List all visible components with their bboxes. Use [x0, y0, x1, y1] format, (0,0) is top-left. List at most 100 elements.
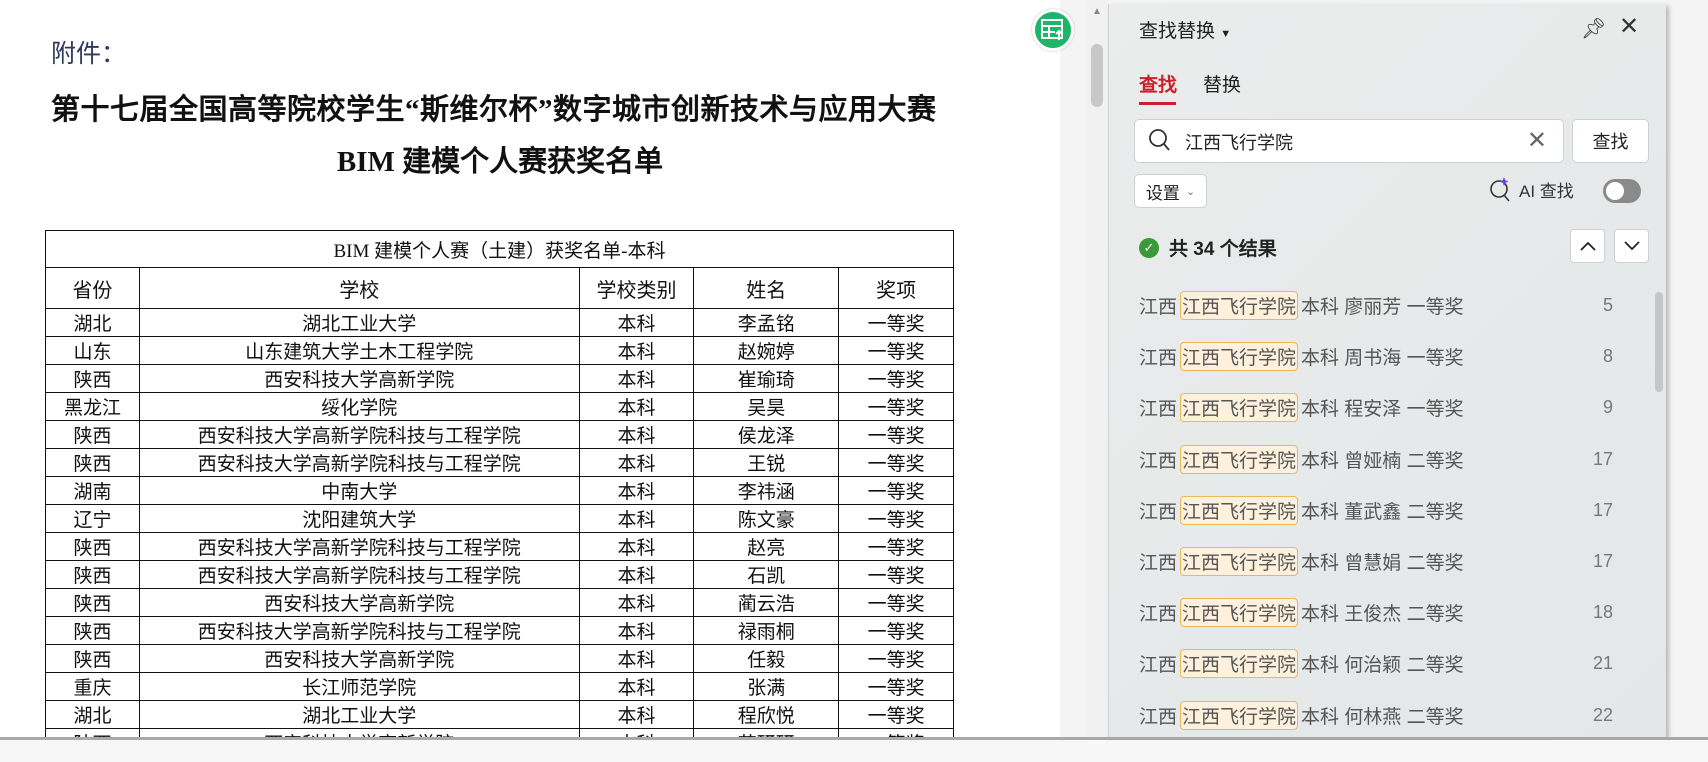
result-prefix: 江西 [1139, 348, 1178, 370]
table-cell: 绥化学院 [138, 392, 580, 421]
tab-replace[interactable]: 替换 [1203, 75, 1242, 96]
table-cell: 一等奖 [838, 448, 954, 477]
table-cell: 西安科技大学高新学院 [138, 588, 580, 617]
table-row: 辽宁 沈阳建筑大学 本科 陈文豪 一等奖 [45, 504, 954, 533]
table-cell: 本科 [578, 700, 695, 729]
clear-search-icon[interactable]: ✕ [1526, 127, 1547, 154]
result-item[interactable]: 江西 江西飞行学院 本科 曾慧娟 二等奖 17 [1109, 536, 1649, 587]
table-row: 黑龙江 绥化学院 本科 吴昊 一等奖 [45, 392, 954, 421]
next-result-button[interactable] [1614, 229, 1649, 263]
scrollbar-thumb[interactable] [1091, 44, 1103, 107]
table-cell: 李孟铭 [693, 308, 840, 337]
table-cell: 一等奖 [838, 728, 954, 737]
table-cell: 本科 [578, 532, 695, 561]
document-scrollbar[interactable]: ▲ [1086, 0, 1108, 737]
table-cell: 长江师范学院 [138, 672, 580, 701]
results-scrollbar-thumb[interactable] [1655, 292, 1663, 392]
table-upload-icon [1041, 19, 1063, 40]
table-cell: 本科 [578, 392, 695, 421]
result-item[interactable]: 江西 江西飞行学院 本科 程安泽 一等奖 9 [1109, 382, 1649, 433]
document-title: 第十七届全国高等院校学生“斯维尔杯”数字城市创新技术与应用大赛 [51, 94, 937, 126]
table-cell: 陕西 [45, 644, 140, 673]
table-cell: 本科 [578, 336, 695, 365]
scroll-up-arrow-icon[interactable]: ▲ [1092, 6, 1102, 17]
table-cell: 西安科技大学高新学院科技与工程学院 [138, 532, 580, 561]
ai-find: AI 查找 [1489, 176, 1574, 202]
result-item[interactable]: 江西 江西飞行学院 本科 何林燕 二等奖 22 [1109, 690, 1649, 741]
table-cell: 蔺云浩 [693, 588, 840, 617]
panel-title-menu[interactable]: 查找替换 ▼ [1139, 16, 1231, 43]
table-cell: 西安科技大学高新学院科技与工程学院 [138, 616, 580, 645]
table-cell: 禄雨桐 [693, 616, 840, 645]
table-cell: 辽宁 [45, 504, 140, 533]
find-button[interactable]: 查找 [1572, 119, 1649, 163]
result-page-number: 17 [1592, 551, 1613, 572]
result-item[interactable]: 江西 江西飞行学院 本科 董武鑫 二等奖 17 [1109, 485, 1649, 536]
result-page-number: 9 [1602, 397, 1613, 418]
table-row: 陕西 西安科技大学高新学院 本科 任毅 一等奖 [45, 644, 954, 673]
table-cell: 崔瑜琦 [693, 364, 840, 393]
attachment-label: 附件： [51, 41, 127, 68]
table-cell: 一等奖 [838, 308, 954, 337]
table-cell: 吴昊 [693, 392, 840, 421]
table-cell: 陕西 [45, 448, 140, 477]
table-row: 陕西 西安科技大学高新学院科技与工程学院 本科 赵亮 一等奖 [45, 532, 954, 561]
result-page-number: 17 [1592, 448, 1613, 469]
tab-find[interactable]: 查找 [1139, 75, 1178, 96]
result-prefix: 江西 [1139, 553, 1178, 575]
table-cell: 西安科技大学高新学院科技与工程学院 [138, 448, 580, 477]
chevron-down-icon: ▼ [1220, 28, 1232, 40]
table-cell: 本科 [578, 308, 695, 337]
result-suffix: 本科 曾娅楠 二等奖 [1301, 450, 1464, 472]
result-page-number: 18 [1592, 602, 1613, 623]
table-row: 湖北 湖北工业大学 本科 程欣悦 一等奖 [45, 700, 954, 729]
settings-dropdown[interactable]: 设置 ⌄ [1134, 174, 1207, 208]
result-suffix: 本科 曾慧娟 二等奖 [1301, 553, 1464, 575]
table-cell: 一等奖 [838, 700, 954, 729]
result-match-highlight: 江西飞行学院 [1180, 700, 1299, 730]
results-list: 江西 江西飞行学院 本科 廖丽芳 一等奖 5 江西 江西飞行学院 本科 周书海 一等奖 8 江西… [1109, 280, 1649, 741]
result-item[interactable]: 江西 江西飞行学院 本科 曾娅楠 二等奖 17 [1109, 434, 1649, 485]
table-row: 重庆 长江师范学院 本科 张满 一等奖 [45, 672, 954, 701]
pin-icon[interactable]: 📌︎ [1581, 18, 1607, 40]
close-icon[interactable]: ✕ [1619, 13, 1640, 40]
result-suffix: 本科 何林燕 二等奖 [1301, 706, 1464, 728]
result-page-number: 22 [1592, 704, 1613, 725]
result-item[interactable]: 江西 江西飞行学院 本科 王俊杰 二等奖 18 [1109, 587, 1649, 638]
table-cell: 石凯 [693, 560, 840, 589]
table-cell: 一等奖 [838, 588, 954, 617]
table-cell: 本科 [578, 476, 695, 505]
result-match-highlight: 江西飞行学院 [1180, 342, 1299, 372]
table-row: 山东 山东建筑大学土木工程学院 本科 赵婉婷 一等奖 [45, 336, 954, 365]
ai-find-label: AI 查找 [1519, 181, 1574, 201]
table-cell: 本科 [578, 560, 695, 589]
table-cell: 一等奖 [838, 336, 954, 365]
result-match-highlight: 江西飞行学院 [1180, 393, 1299, 423]
toggle-knob [1606, 182, 1624, 200]
ai-find-toggle[interactable] [1603, 179, 1641, 203]
table-cell: 李祎涵 [693, 476, 840, 505]
result-prefix: 江西 [1139, 604, 1178, 626]
table-caption: BIM 建模个人赛（土建）获奖名单-本科 [45, 230, 954, 268]
table-cell: 本科 [578, 616, 695, 645]
table-cell: 本科 [578, 728, 695, 737]
table-cell: 苗研研 [693, 728, 840, 737]
previous-result-button[interactable] [1570, 229, 1605, 263]
ai-search-icon [1490, 177, 1510, 202]
table-cell: 一等奖 [838, 364, 954, 393]
result-suffix: 本科 廖丽芳 一等奖 [1301, 297, 1464, 319]
column-header: 学校 [138, 267, 580, 309]
table-cell: 本科 [578, 644, 695, 673]
chevron-down-icon [1623, 241, 1640, 251]
check-circle-icon: ✓ [1139, 237, 1159, 258]
table-app-icon[interactable] [1032, 9, 1074, 51]
result-item[interactable]: 江西 江西飞行学院 本科 何治颖 二等奖 21 [1109, 638, 1649, 689]
result-item[interactable]: 江西 江西飞行学院 本科 周书海 一等奖 8 [1109, 331, 1649, 382]
result-match-highlight: 江西飞行学院 [1180, 495, 1299, 525]
table-cell: 程欣悦 [693, 700, 840, 729]
table-row: 陕西西安科技大学高新学院本科苗研研一等奖 [45, 728, 954, 737]
table-cell: 湖南 [45, 476, 140, 505]
table-row: 陕西 西安科技大学高新学院 本科 崔瑜琦 一等奖 [45, 364, 954, 393]
search-input[interactable] [1185, 128, 1505, 156]
result-item[interactable]: 江西 江西飞行学院 本科 廖丽芳 一等奖 5 [1109, 280, 1649, 331]
